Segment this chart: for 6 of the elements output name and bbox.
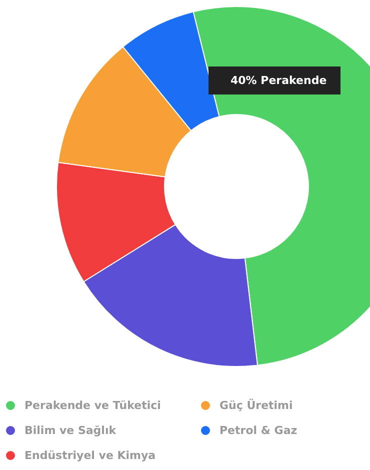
legend-label: Güç Üretimi [220, 398, 293, 412]
legend-label: Endüstriyel ve Kimya [24, 449, 156, 462]
text: 40% Perakende [230, 74, 327, 87]
legend-label: Bilim ve Sağlık [24, 424, 117, 437]
legend-label: Petrol & Gaz [220, 424, 298, 437]
legend-label: Perakende ve Tüketici [24, 399, 161, 412]
